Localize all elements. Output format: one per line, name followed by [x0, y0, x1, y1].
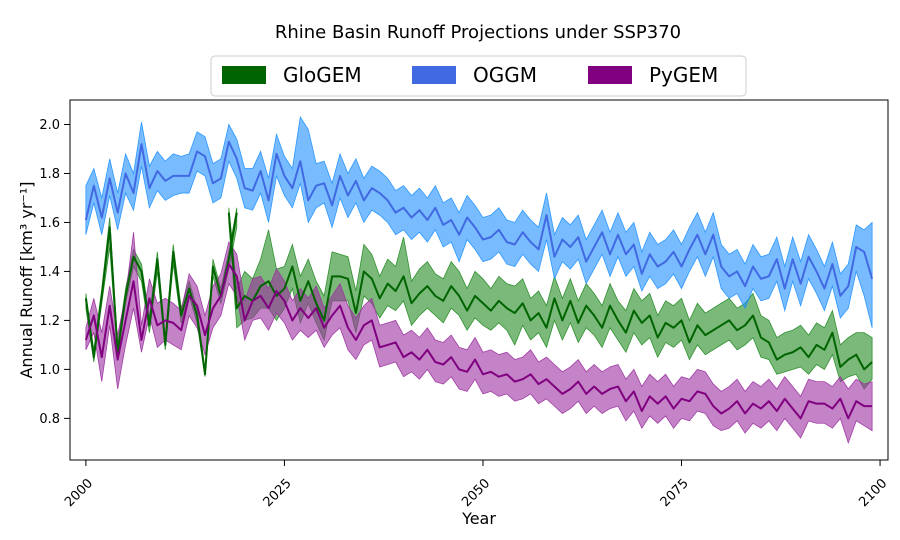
y-tick-label: 1.8 — [39, 167, 60, 182]
x-axis-ticks: 2000 2025 2050 2075 2100 — [62, 460, 890, 510]
line-pygem-3 — [84, 263, 873, 420]
band-glogem-1 — [228, 207, 873, 390]
plot-frame — [69, 99, 889, 461]
x-tick-label: 2075 — [658, 476, 692, 510]
y-tick-label: 1.6 — [39, 216, 60, 231]
y-tick-label: 1.4 — [39, 265, 60, 280]
y-axis-label: Annual Runoff [km³ yr⁻¹] — [17, 181, 36, 378]
band-pygem-3 — [85, 232, 873, 445]
y-tick-label: 0.8 — [39, 412, 60, 427]
y-tick-label: 2.0 — [39, 118, 60, 133]
line-glogem-1 — [227, 212, 873, 371]
x-tick-label: 2100 — [856, 476, 890, 510]
y-axis-ticks: 0.8 1.0 1.2 1.4 1.6 1.8 2.0 — [39, 118, 70, 427]
x-tick-label: 2000 — [62, 476, 96, 510]
legend-swatch-pygem — [588, 66, 632, 84]
x-axis-label: Year — [461, 509, 496, 528]
line-glogem-0 — [84, 212, 238, 376]
chart-title: Rhine Basin Runoff Projections under SSP… — [275, 22, 681, 43]
y-tick-label: 1.0 — [39, 363, 60, 378]
x-tick-label: 2025 — [261, 476, 295, 510]
line-oggm-2 — [84, 140, 874, 297]
legend-label-glogem: GloGEM — [283, 63, 362, 87]
legend-label-oggm: OGGM — [473, 63, 537, 87]
legend-label-pygem: PyGEM — [649, 63, 718, 87]
legend-swatch-glogem — [222, 66, 266, 84]
legend: GloGEM OGGM PyGEM — [210, 55, 747, 97]
y-tick-label: 1.2 — [39, 314, 60, 329]
legend-swatch-oggm — [412, 66, 456, 84]
series-lines — [84, 140, 874, 420]
x-tick-label: 2050 — [459, 476, 493, 510]
uncertainty-bands — [85, 116, 873, 445]
